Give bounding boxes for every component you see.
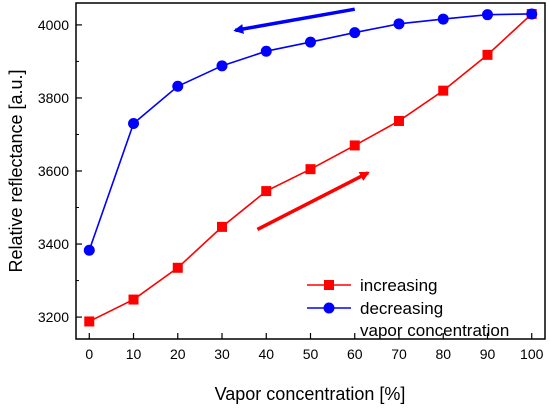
legend-item-increasing: increasing — [307, 276, 438, 295]
x-tick-label: 100 — [520, 346, 544, 362]
data-point-increasing — [84, 316, 95, 327]
legend: increasing decreasing vapor concentratio… — [307, 276, 509, 340]
data-point-increasing — [349, 140, 360, 151]
data-point-increasing — [305, 164, 316, 175]
x-tick-label: 80 — [435, 346, 451, 362]
y-axis-title: Relative reflectance [a.u.] — [6, 69, 26, 272]
legend-label-extra-line: vapor concentration — [360, 321, 509, 340]
x-axis-ticks: 0 10 20 30 40 50 60 70 80 90 100 — [85, 333, 544, 362]
y-tick-label: 3200 — [38, 309, 69, 325]
trend-arrows — [233, 7, 370, 231]
y-tick-label: 3400 — [38, 236, 69, 252]
y-axis-ticks: 3200 3400 3600 3800 4000 — [38, 17, 82, 325]
x-tick-label: 60 — [347, 346, 363, 362]
data-point-increasing — [261, 186, 272, 197]
data-point-decreasing — [128, 118, 140, 130]
data-point-decreasing — [260, 45, 272, 57]
y-tick-label: 3800 — [38, 90, 69, 106]
trend-arrow-decreasing — [233, 7, 356, 34]
x-axis-title: Vapor concentration [%] — [215, 384, 406, 404]
data-point-increasing — [217, 221, 228, 232]
data-point-decreasing — [393, 18, 405, 30]
data-point-decreasing — [216, 60, 228, 72]
data-point-increasing — [438, 85, 449, 96]
x-tick-label: 90 — [480, 346, 496, 362]
data-point-decreasing — [305, 36, 316, 48]
legend-marker-increasing — [324, 280, 334, 290]
data-point-decreasing — [83, 244, 95, 256]
data-point-decreasing — [172, 80, 184, 92]
series-decreasing — [83, 8, 538, 256]
series-layer — [83, 8, 538, 327]
y-tick-label: 3600 — [38, 163, 69, 179]
series-increasing — [84, 8, 537, 327]
data-point-decreasing — [437, 13, 449, 25]
x-tick-label: 50 — [303, 346, 319, 362]
data-point-decreasing — [481, 9, 493, 21]
legend-marker-decreasing — [323, 302, 335, 314]
legend-label-increasing: increasing — [360, 276, 438, 295]
legend-label-decreasing: decreasing — [360, 299, 443, 318]
x-tick-label: 10 — [126, 346, 142, 362]
x-tick-label: 30 — [214, 346, 230, 362]
data-point-increasing — [172, 262, 183, 273]
data-point-increasing — [482, 49, 493, 60]
data-point-increasing — [128, 294, 139, 305]
y-tick-label: 4000 — [38, 17, 69, 33]
data-point-increasing — [393, 115, 404, 126]
data-point-decreasing — [526, 8, 538, 20]
data-point-decreasing — [349, 27, 361, 39]
x-tick-label: 0 — [85, 346, 93, 362]
legend-item-decreasing: decreasing — [307, 299, 443, 318]
trend-arrow-increasing — [256, 171, 370, 231]
series-line-decreasing — [88, 13, 532, 251]
x-tick-label: 20 — [170, 346, 186, 362]
x-tick-label: 40 — [258, 346, 274, 362]
x-tick-label: 70 — [391, 346, 407, 362]
